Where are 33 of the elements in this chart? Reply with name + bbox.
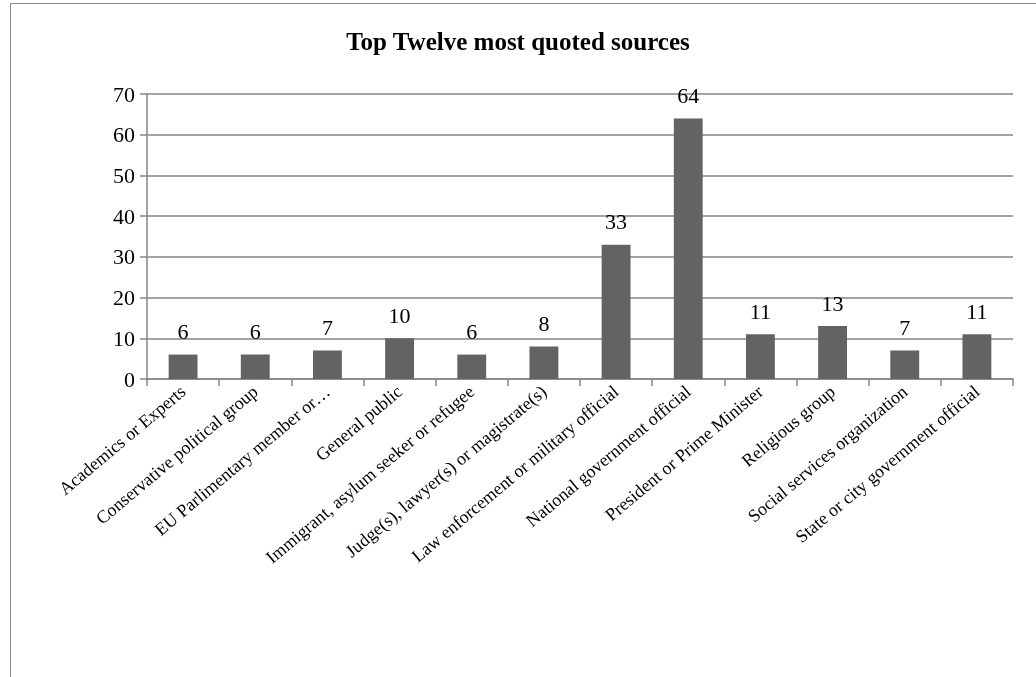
- bar: [457, 354, 487, 379]
- bar: [529, 346, 559, 379]
- bar: [385, 338, 415, 379]
- data-label: 13: [821, 290, 844, 316]
- y-tick-label: 0: [124, 366, 135, 392]
- data-label: 6: [466, 319, 478, 345]
- data-label: 7: [899, 315, 911, 340]
- y-tick-label: 30: [113, 244, 135, 270]
- bar: [890, 350, 920, 379]
- bar: [962, 334, 992, 379]
- y-tick-label: 50: [113, 162, 135, 188]
- y-tick-label: 60: [113, 122, 135, 148]
- bar: [818, 326, 848, 379]
- bar: [673, 118, 703, 379]
- bar: [240, 354, 270, 379]
- y-tick-label: 70: [113, 81, 135, 107]
- data-label: 6: [177, 319, 189, 345]
- data-label: 7: [321, 315, 333, 340]
- data-label: 11: [749, 298, 772, 324]
- data-label: 33: [605, 209, 628, 235]
- data-label: 64: [677, 82, 700, 108]
- data-label: 10: [388, 302, 411, 328]
- bar: [312, 350, 342, 379]
- chart-title: Top Twelve most quoted sources: [346, 28, 691, 55]
- bar: [168, 354, 198, 379]
- y-tick-label: 40: [113, 203, 135, 229]
- data-label: 11: [966, 298, 988, 324]
- bar: [601, 244, 631, 379]
- y-tick-label: 10: [113, 325, 135, 351]
- data-label: 8: [538, 310, 550, 336]
- data-label: 6: [249, 319, 261, 345]
- y-tick-label: 20: [113, 285, 135, 311]
- bar: [745, 334, 775, 379]
